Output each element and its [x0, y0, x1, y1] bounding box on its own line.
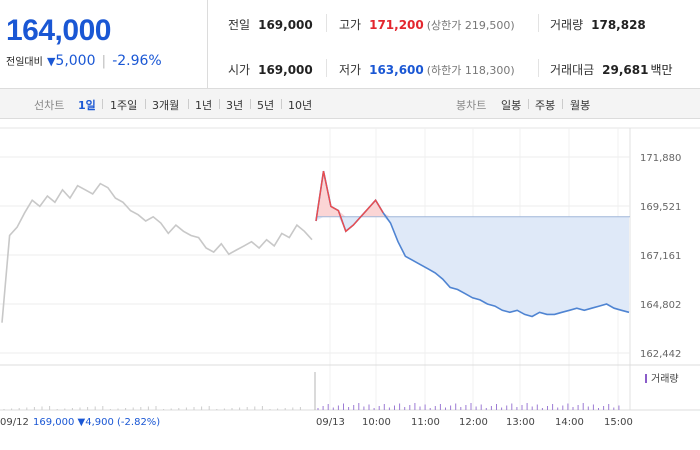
stat-high: 고가 171,200 (상한가 219,500) — [339, 16, 515, 33]
tab-1year[interactable]: 1년 — [195, 99, 213, 112]
price-panel: 164,000 전일대비 ▼5,000 | -2.96% — [0, 0, 208, 89]
divider — [528, 99, 529, 109]
below-reference-fill — [316, 216, 629, 317]
prev-day-close: 169,000 ▼4,900 (-2.82%) — [33, 417, 160, 428]
tab-10year[interactable]: 10년 — [288, 99, 313, 112]
series-line-today-above-ref — [315, 170, 384, 233]
stat-value: 169,000 — [258, 63, 313, 77]
candle-chart-label: 봉차트 — [456, 99, 487, 112]
tab-5year[interactable]: 5년 — [257, 99, 275, 112]
change-row: 전일대비 ▼5,000 | -2.96% — [6, 53, 162, 69]
x-tick-label: 11:00 — [411, 417, 440, 428]
change-separator: | — [101, 54, 107, 69]
divider — [538, 59, 539, 77]
quote-header: 164,000 전일대비 ▼5,000 | -2.96% 전일 169,000 고… — [0, 0, 700, 89]
stat-volume: 거래량 178,828 — [550, 16, 646, 33]
stat-unit: 백만 — [650, 63, 673, 77]
divider — [326, 59, 327, 77]
volume-legend-swatch — [645, 374, 647, 383]
stat-trade-value: 거래대금 29,681 백만 — [550, 61, 673, 78]
divider — [326, 14, 327, 32]
divider — [281, 99, 282, 109]
tab-3month[interactable]: 3개월 — [152, 99, 180, 112]
tab-1day[interactable]: 1일 — [78, 99, 96, 112]
x-tick-label: 09/13 — [316, 417, 345, 428]
y-tick-label: 171,880 — [640, 153, 681, 164]
change-amount: 5,000 — [55, 53, 96, 69]
down-arrow-icon: ▼ — [46, 55, 56, 68]
x-axis: 09/13 10:00 11:00 12:00 13:00 14:00 15:00 — [316, 417, 633, 428]
stat-label: 거래대금 — [550, 63, 595, 77]
divider — [538, 14, 539, 32]
divider — [219, 99, 220, 109]
volume-panel: 거래량 — [3, 372, 679, 410]
x-tick-label: 10:00 — [362, 417, 391, 428]
price-chart[interactable]: 171,880 169,521 167,161 164,802 162,442 거래량 … — [0, 120, 700, 450]
tab-daily-candle[interactable]: 일봉 — [501, 99, 522, 112]
chart-tab-bar: 선차트 1일 1주일 3개월 1년 3년 5년 10년 봉차트 일봉 주봉 월봉 — [0, 89, 700, 119]
line-chart-label: 선차트 — [34, 99, 65, 112]
lower-limit: (하한가 118,300) — [426, 64, 515, 77]
stats-panel: 전일 169,000 고가 171,200 (상한가 219,500) 거래량 178,… — [208, 0, 700, 89]
tab-3year[interactable]: 3년 — [226, 99, 244, 112]
change-label: 전일대비 — [6, 57, 43, 68]
stat-prev-close: 전일 169,000 — [228, 16, 313, 33]
divider — [188, 99, 189, 109]
series-line-prev-day — [1, 182, 313, 323]
chart-lines — [1, 170, 630, 323]
y-tick-label: 164,802 — [640, 300, 681, 311]
x-tick-label: 15:00 — [604, 417, 633, 428]
stat-label: 거래량 — [550, 18, 584, 32]
tab-monthly-candle[interactable]: 월봉 — [570, 99, 591, 112]
chart-footer: 09/12 169,000 ▼4,900 (-2.82%) — [0, 417, 160, 428]
stat-value: 163,600 — [369, 63, 424, 77]
x-tick-label: 13:00 — [506, 417, 535, 428]
x-tick-label: 14:00 — [555, 417, 584, 428]
y-tick-label: 167,161 — [640, 251, 681, 262]
tab-weekly-candle[interactable]: 주봉 — [535, 99, 556, 112]
volume-legend: 거래량 — [651, 373, 679, 385]
stat-value: 178,828 — [591, 18, 646, 32]
tab-1week[interactable]: 1주일 — [110, 99, 138, 112]
stat-open: 시가 169,000 — [228, 61, 313, 78]
stat-label: 고가 — [339, 18, 362, 32]
stat-value: 29,681 — [602, 63, 649, 77]
stat-label: 저가 — [339, 63, 362, 77]
stat-value: 169,000 — [258, 18, 313, 32]
y-axis: 171,880 169,521 167,161 164,802 162,442 — [640, 153, 681, 360]
stat-low: 저가 163,600 (하한가 118,300) — [339, 61, 515, 78]
stat-label: 시가 — [228, 63, 251, 77]
current-price: 164,000 — [6, 14, 111, 47]
divider — [102, 99, 103, 109]
change-percent: -2.96% — [112, 53, 162, 69]
x-tick-label: 12:00 — [459, 417, 488, 428]
stat-value: 171,200 — [369, 18, 424, 32]
divider — [250, 99, 251, 109]
divider — [145, 99, 146, 109]
y-tick-label: 162,442 — [640, 349, 681, 360]
upper-limit: (상한가 219,500) — [426, 19, 515, 32]
y-tick-label: 169,521 — [640, 202, 681, 213]
divider — [562, 99, 563, 109]
stat-label: 전일 — [228, 18, 251, 32]
prev-day-date: 09/12 — [0, 417, 29, 428]
chart-fills — [316, 171, 630, 317]
